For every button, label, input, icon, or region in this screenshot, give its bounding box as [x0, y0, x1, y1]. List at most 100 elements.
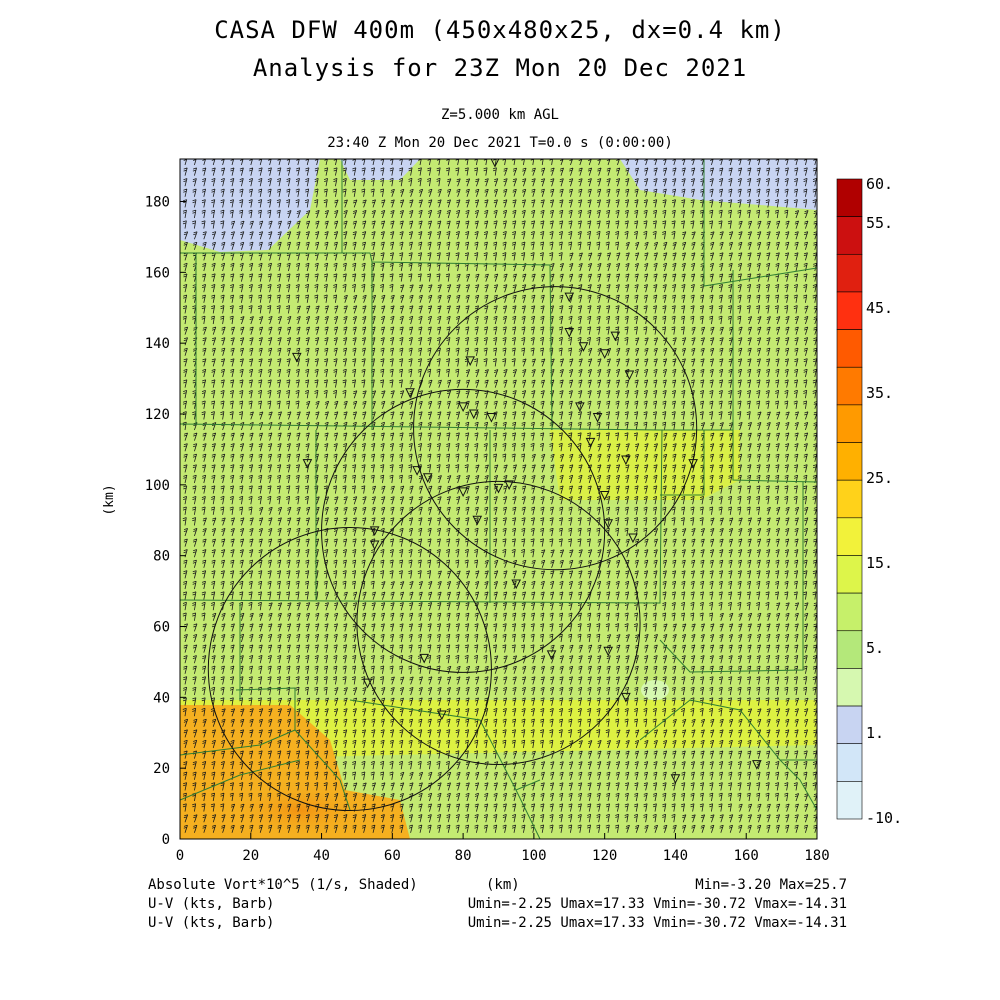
colorbar-label: 55.	[866, 214, 893, 232]
y-tick-label: 160	[145, 265, 170, 281]
radar-ring	[207, 526, 492, 812]
x-tick-label: 100	[521, 848, 546, 864]
y-axis: 0 20 40 60 80 100 120 140 160 180	[145, 195, 186, 848]
x-tick-label: 180	[804, 848, 829, 864]
station-marker	[599, 349, 610, 359]
colorbar-segment	[836, 178, 863, 217]
station-marker	[752, 760, 762, 770]
colorbar-segment	[836, 592, 863, 632]
station-marker	[472, 515, 483, 526]
colorbar-label: 35.	[866, 384, 893, 402]
x-tick-label: 140	[663, 848, 688, 864]
valid-time-label: 23:40 Z Mon 20 Dec 2021 T=0.0 s (0:00:00…	[327, 135, 673, 151]
field-minmax: Min=-3.20 Max=25.7	[695, 877, 847, 893]
map-title-line1: CASA DFW 400m (450x480x25, dx=0.4 km)	[214, 16, 786, 44]
radar-ring	[321, 388, 606, 673]
station-marker	[511, 579, 522, 590]
station-marker	[610, 331, 621, 342]
station-marker	[458, 402, 468, 413]
colorbar-segment	[836, 329, 863, 368]
colorbar-label: 25.	[866, 469, 893, 487]
station-marker	[628, 533, 638, 544]
station-marker	[564, 328, 575, 338]
station-marker	[437, 710, 447, 721]
station-marker	[585, 437, 596, 448]
station-marker	[546, 650, 557, 660]
colorbar-segment	[836, 781, 863, 820]
station-marker	[621, 692, 631, 703]
colorbar-segment	[836, 743, 863, 782]
station-marker	[302, 459, 313, 469]
colorbar: 60. 55. 45. 35. 25. 15. 5. 1. -10.	[836, 175, 902, 827]
low-vorticity-ne	[620, 159, 817, 210]
colorbar-segment	[836, 630, 863, 669]
county-lines	[180, 159, 817, 839]
radar-ring	[413, 286, 698, 571]
station-marker	[599, 490, 610, 501]
station-marker	[575, 402, 585, 413]
colorbar-segment	[836, 291, 863, 330]
colorbar-segment	[836, 517, 863, 556]
station-marker	[493, 483, 504, 494]
colorbar-segment	[836, 555, 863, 594]
y-tick-label: 140	[145, 336, 170, 352]
wind-barb-label-2: U-V (kts, Barb)	[148, 915, 275, 931]
colorbar-segment	[836, 705, 863, 745]
x-tick-label: 20	[242, 848, 259, 864]
colorbar-label: 60.	[866, 175, 893, 193]
station-marker	[369, 540, 380, 551]
x-tick-label: 0	[176, 848, 184, 864]
station-marker	[504, 480, 514, 490]
colorbar-segment	[836, 442, 863, 481]
colorbar-segment	[836, 366, 863, 406]
y-tick-label: 0	[162, 832, 170, 848]
plot-area	[180, 159, 817, 839]
station-marker	[486, 413, 497, 423]
x-axis-unit: (km)	[486, 877, 520, 893]
y-tick-label: 60	[153, 620, 170, 636]
x-tick-label: 120	[592, 848, 617, 864]
x-tick-label: 160	[734, 848, 759, 864]
wind-barb-field	[182, 159, 817, 833]
plot-frame	[179, 158, 818, 840]
y-tick-label: 40	[153, 690, 170, 706]
y-tick-label: 20	[153, 761, 170, 777]
station-marker	[291, 352, 302, 363]
station-marker	[419, 653, 429, 664]
wind-barbs	[182, 159, 817, 833]
colorbar-segment	[836, 253, 863, 293]
y-axis-unit: (km)	[102, 484, 117, 515]
station-marker	[603, 519, 614, 529]
station-marker	[422, 473, 433, 483]
colorbar-label: 1.	[866, 724, 884, 742]
colorbar-segment	[836, 404, 863, 443]
wind-stats-2: Umin=-2.25 Umax=17.33 Vmin=-30.72 Vmax=-…	[467, 915, 847, 931]
colorbar-label: 5.	[866, 639, 884, 657]
low-vorticity-n	[340, 159, 420, 180]
station-marker	[592, 413, 603, 423]
station-markers	[291, 159, 762, 784]
y-tick-label: 80	[153, 549, 170, 565]
level-label: Z=5.000 km AGL	[440, 107, 559, 123]
station-marker	[458, 487, 468, 498]
station-marker	[670, 774, 681, 784]
station-marker	[412, 466, 422, 476]
x-tick-label: 40	[313, 848, 330, 864]
y-tick-label: 120	[145, 407, 170, 423]
colorbar-segment	[836, 668, 863, 707]
field-label: Absolute Vort*10^5 (1/s, Shaded)	[148, 877, 418, 893]
map-title-line2: Analysis for 23Z Mon 20 Dec 2021	[252, 54, 748, 82]
x-tick-label: 60	[384, 848, 401, 864]
y-tick-label: 180	[145, 195, 170, 211]
colorbar-segment	[836, 216, 863, 255]
y-tick-label: 100	[145, 478, 170, 494]
colorbar-segment	[836, 479, 863, 519]
station-marker	[621, 455, 631, 466]
station-marker	[603, 646, 614, 657]
wind-barb-label-1: U-V (kts, Barb)	[148, 896, 275, 912]
station-marker	[465, 356, 475, 366]
station-marker	[468, 409, 479, 420]
low-vorticity-nw	[180, 159, 320, 252]
station-marker	[564, 292, 575, 303]
colorbar-label: -10.	[866, 809, 902, 827]
